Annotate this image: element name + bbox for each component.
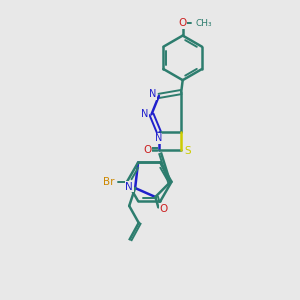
Text: N: N bbox=[141, 109, 148, 119]
Text: O: O bbox=[143, 145, 152, 155]
Text: N: N bbox=[149, 89, 156, 99]
Text: S: S bbox=[184, 146, 191, 157]
Text: N: N bbox=[154, 133, 162, 143]
Text: CH₃: CH₃ bbox=[195, 19, 212, 28]
Text: O: O bbox=[160, 204, 168, 214]
Text: Br: Br bbox=[103, 177, 114, 187]
Text: N: N bbox=[125, 182, 133, 192]
Text: O: O bbox=[178, 18, 187, 28]
